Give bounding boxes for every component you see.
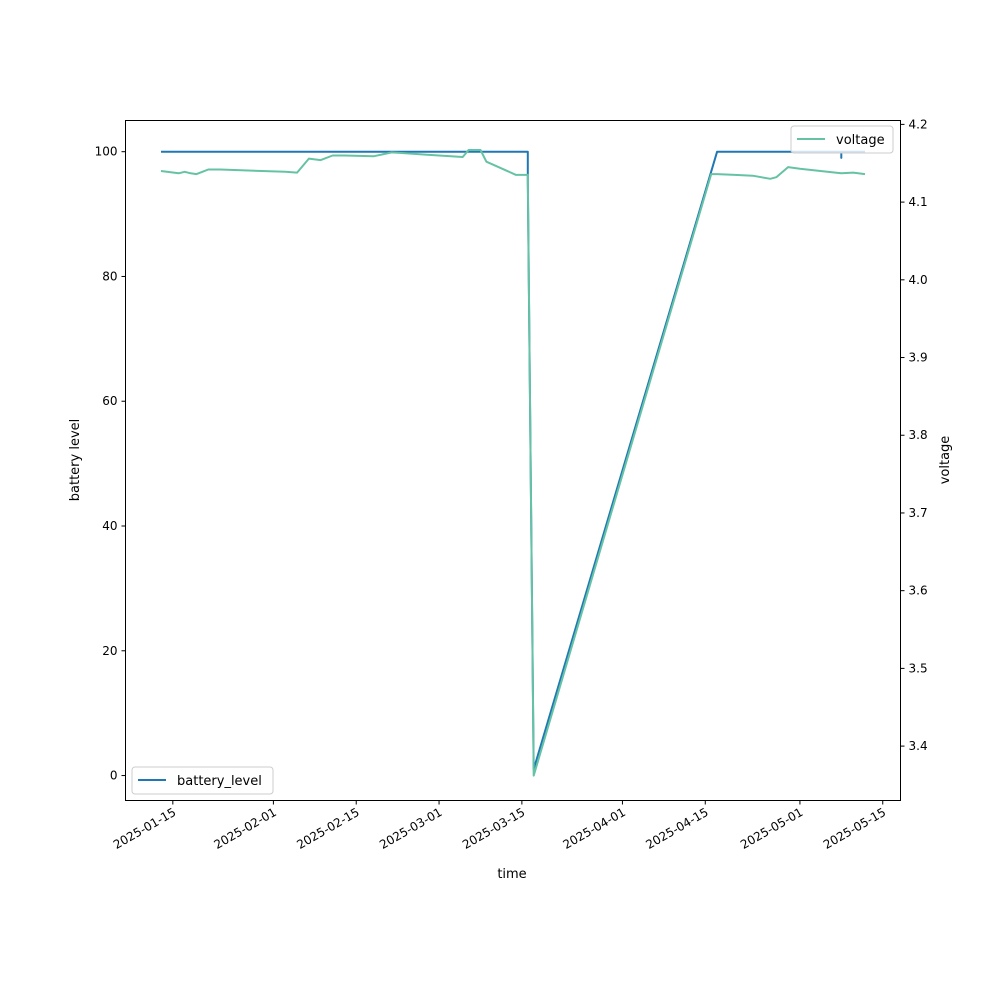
legend-label-battery-level: battery_level [177,774,262,789]
right-y-tick-label: 4.1 [909,195,928,209]
right-y-tick-label: 3.7 [909,506,928,520]
series-line-voltage [160,149,866,777]
x-tick-label: 2025-01-15 [111,805,178,852]
x-axis: 2025-01-15 2025-02-01 2025-02-15 2025-03-01… [111,800,888,852]
series-layer [160,149,866,777]
series-line-battery-level [161,150,865,771]
x-tick-label: 2025-04-15 [643,805,710,852]
right-y-tick-label: 4.0 [909,273,928,287]
left-y-tick-label: 40 [102,519,117,533]
right-y-tick-label: 3.5 [909,661,928,675]
left-y-axis-label: battery level [68,419,83,502]
x-tick-label: 2025-05-15 [821,805,888,852]
x-tick-label: 2025-03-01 [377,805,444,852]
x-tick-label: 2025-02-01 [211,805,278,852]
plot-area [125,120,901,801]
plot-frame [125,120,901,801]
left-y-tick-label: 20 [102,644,117,658]
legend-voltage: voltage [790,125,894,154]
left-y-tick-label: 100 [95,145,118,159]
left-y-tick-label: 0 [110,769,118,783]
x-tick-label: 2025-04-01 [561,805,628,852]
x-tick-label: 2025-05-01 [738,805,805,852]
legend-label-voltage: voltage [836,133,885,148]
left-y-tick-label: 80 [102,269,117,283]
x-tick-label: 2025-03-15 [460,805,527,852]
right-y-tick-label: 4.2 [909,117,928,131]
right-y-tick-label: 3.4 [909,739,928,753]
right-y-axis: 3.4 3.5 3.6 3.7 3.8 3.9 4.0 4.1 4.2 [900,117,928,753]
right-y-tick-label: 3.9 [909,351,928,365]
right-y-tick-label: 3.6 [909,584,928,598]
left-y-tick-label: 60 [102,394,117,408]
left-y-axis: 0 20 40 60 80 100 [95,145,126,783]
x-tick-label: 2025-02-15 [294,805,361,852]
right-y-tick-label: 3.8 [909,428,928,442]
x-axis-label: time [497,867,526,882]
legend-battery-level: battery_level [131,766,274,795]
right-y-axis-label: voltage [938,436,953,485]
